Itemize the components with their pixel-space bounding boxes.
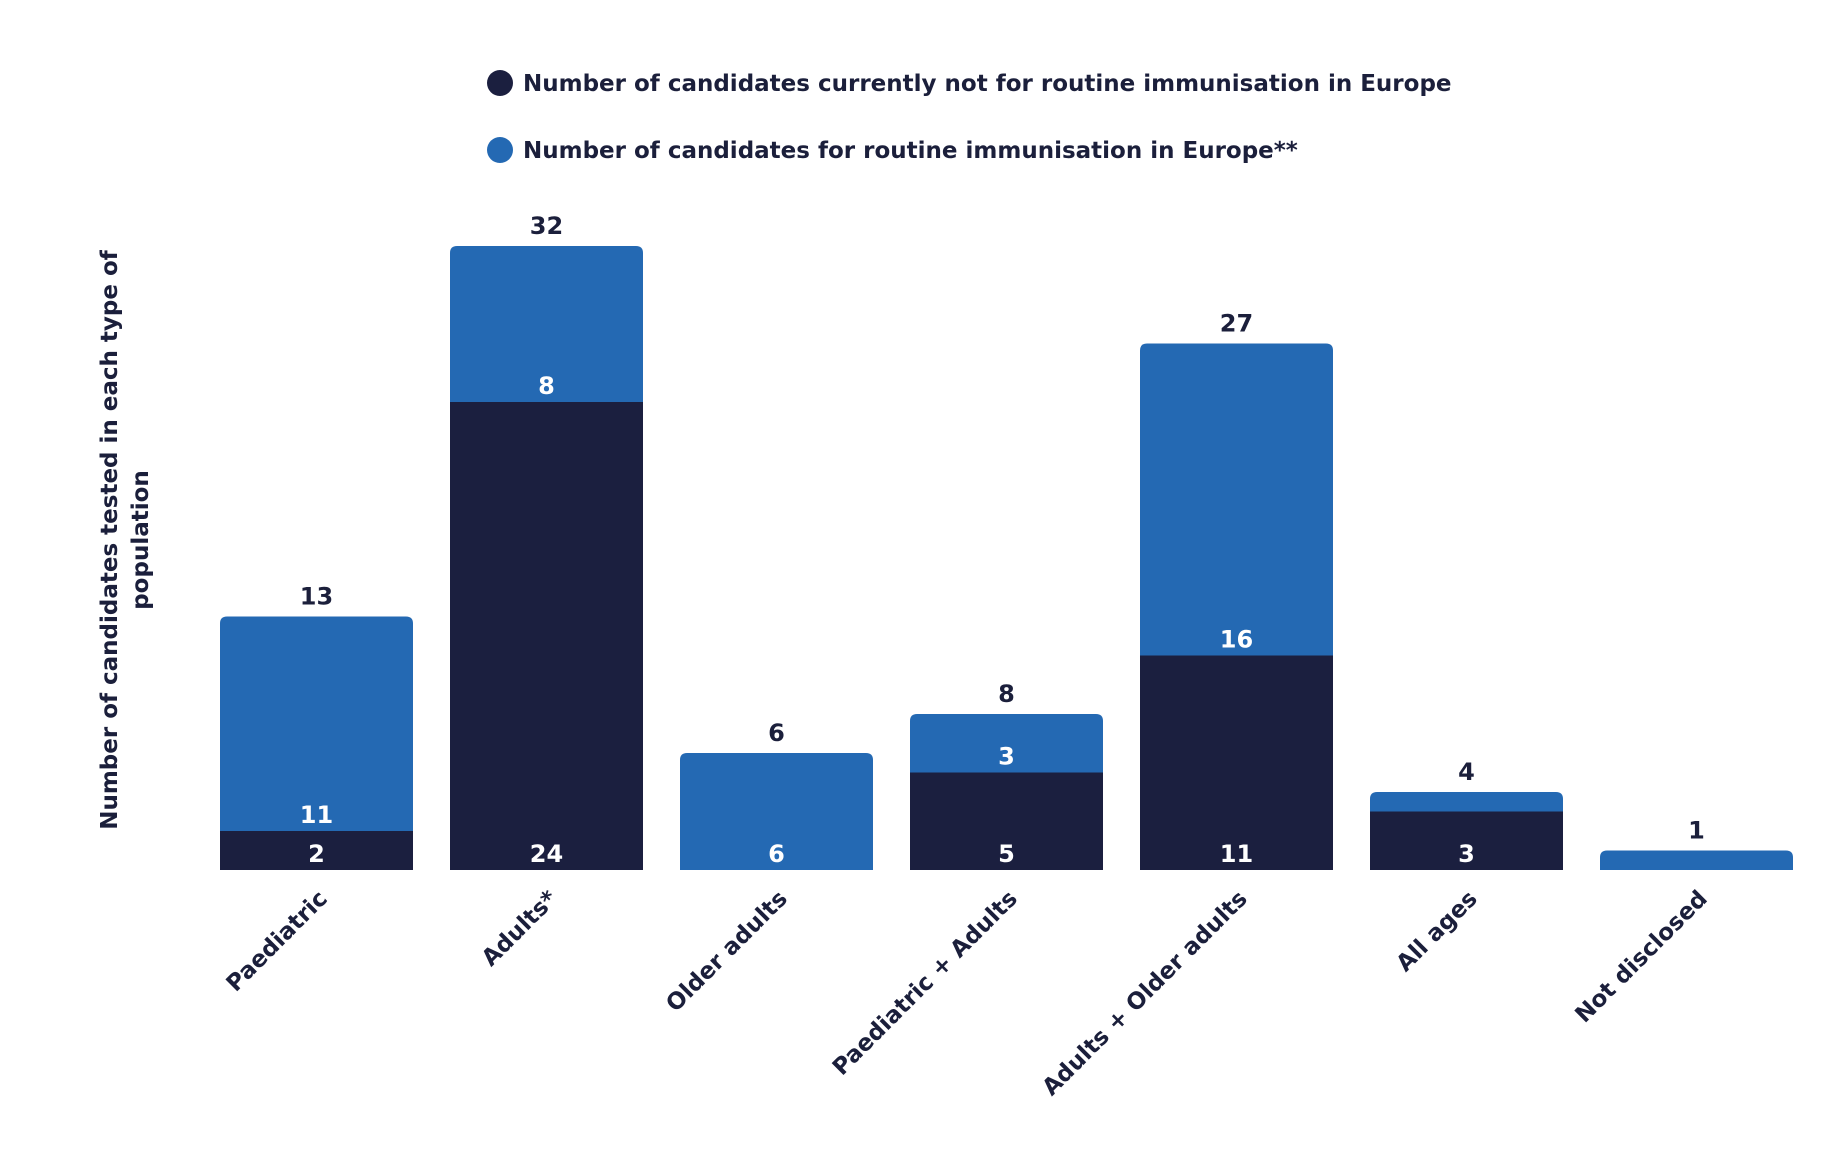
total-label-adults: 32 bbox=[530, 212, 563, 240]
bar-routine-adults bbox=[450, 246, 643, 402]
bar-group-not-disclosed: 1 Not disclosed bbox=[1570, 817, 1793, 1028]
segment-label-not-routine-adults-older-adults: 11 bbox=[1220, 840, 1253, 868]
legend-item-routine: Number of candidates for routine immunis… bbox=[487, 137, 1298, 164]
legend-swatch-not-routine bbox=[487, 70, 513, 96]
legend-label-routine: Number of candidates for routine immunis… bbox=[523, 138, 1298, 164]
y-axis-title: Number of candidates tested in each type… bbox=[97, 249, 154, 830]
bar-routine-adults-older-adults bbox=[1140, 343, 1333, 656]
segment-label-routine-paediatric: 11 bbox=[300, 801, 333, 829]
total-label-all-ages: 4 bbox=[1458, 758, 1475, 786]
category-label-paediatric: Paediatric bbox=[222, 886, 333, 997]
segment-label-not-routine-all-ages: 3 bbox=[1458, 840, 1475, 868]
bar-not-routine-paediatric-adults bbox=[910, 772, 1103, 870]
bar-group-paediatric: 2 11 13 Paediatric bbox=[220, 583, 413, 997]
category-label-all-ages: All ages bbox=[1392, 886, 1483, 977]
legend: Number of candidates currently not for r… bbox=[487, 70, 1452, 164]
total-label-older-adults: 6 bbox=[768, 719, 785, 747]
bar-routine-all-ages bbox=[1370, 792, 1563, 812]
category-label-adults-older-adults: Adults + Older adults bbox=[1038, 886, 1253, 1101]
segment-label-routine-older-adults: 6 bbox=[768, 840, 785, 868]
legend-item-not-routine: Number of candidates currently not for r… bbox=[487, 70, 1452, 97]
bar-group-older-adults: 6 6 Older adults bbox=[661, 719, 873, 1017]
bar-group-adults-older-adults: 11 16 27 Adults + Older adults bbox=[1038, 310, 1333, 1101]
legend-label-not-routine: Number of candidates currently not for r… bbox=[523, 71, 1452, 97]
bar-group-adults: 24 8 32 Adults* bbox=[450, 212, 643, 972]
total-label-adults-older-adults: 27 bbox=[1220, 310, 1253, 338]
segment-label-routine-paediatric-adults: 3 bbox=[998, 743, 1015, 771]
bar-group-all-ages: 3 4 All ages bbox=[1370, 758, 1563, 977]
y-axis-title-line-2: population bbox=[128, 470, 154, 610]
bar-routine-not-disclosed bbox=[1600, 850, 1793, 870]
total-label-not-disclosed: 1 bbox=[1688, 817, 1705, 845]
bar-not-routine-paediatric bbox=[220, 831, 413, 870]
category-label-not-disclosed: Not disclosed bbox=[1570, 886, 1712, 1028]
bar-group-paediatric-adults: 5 3 8 Paediatric + Adults bbox=[828, 680, 1103, 1081]
bar-not-routine-adults-older-adults bbox=[1140, 655, 1333, 870]
category-label-adults: Adults* bbox=[477, 886, 563, 972]
bar-routine-paediatric-adults bbox=[910, 714, 1103, 773]
bar-not-routine-adults bbox=[450, 402, 643, 870]
segment-label-routine-adults-older-adults: 16 bbox=[1220, 626, 1253, 654]
total-label-paediatric-adults: 8 bbox=[998, 680, 1015, 708]
category-label-older-adults: Older adults bbox=[661, 886, 792, 1017]
y-axis-title-line-1: Number of candidates tested in each type… bbox=[97, 249, 123, 830]
total-label-paediatric: 13 bbox=[300, 583, 333, 611]
segment-label-routine-adults: 8 bbox=[538, 372, 555, 400]
bar-routine-older-adults bbox=[680, 753, 873, 870]
segment-label-not-routine-adults: 24 bbox=[530, 840, 563, 868]
segment-label-not-routine-paediatric: 2 bbox=[308, 840, 325, 868]
category-label-paediatric-adults: Paediatric + Adults bbox=[828, 886, 1023, 1081]
segment-label-not-routine-paediatric-adults: 5 bbox=[998, 840, 1015, 868]
bar-not-routine-all-ages bbox=[1370, 811, 1563, 870]
bar-routine-paediatric bbox=[220, 616, 413, 831]
legend-swatch-routine bbox=[487, 137, 513, 163]
